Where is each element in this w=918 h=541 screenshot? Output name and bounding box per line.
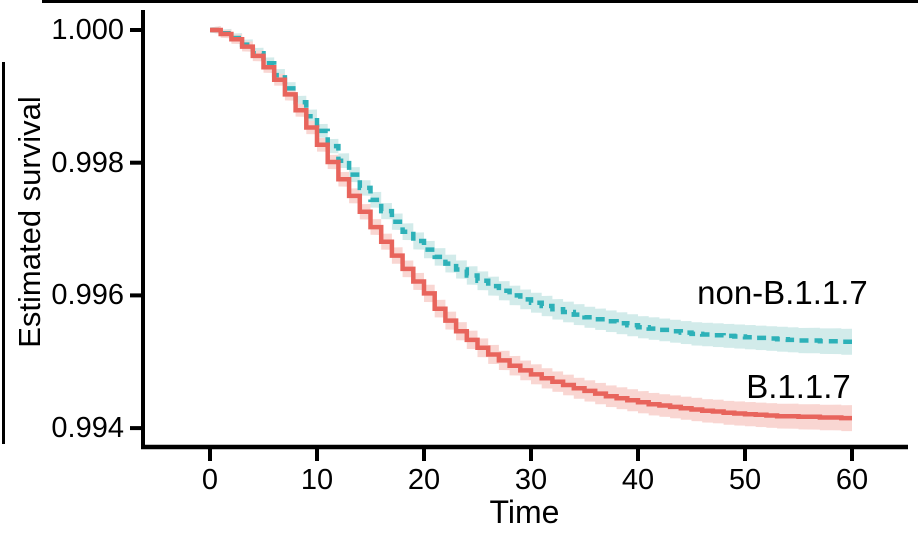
survival-curve-b117 [210,27,852,421]
x-tick-label: 0 [201,464,219,496]
y-tick-label: 1.000 [51,14,124,46]
x-tick-label: 20 [407,464,441,496]
series-label-b117: B.1.1.7 [746,367,851,405]
x-axis-title: Time [489,494,560,530]
series-label-non-b117: non-B.1.1.7 [697,273,868,311]
y-tick-label: 0.996 [51,279,124,312]
y-axis-title: Estimated survival [12,96,47,348]
x-tick-label: 30 [514,464,548,496]
y-tick-label: 0.994 [51,412,124,445]
y-tick-label: 0.998 [51,146,124,179]
ci-band-non-b117 [210,26,852,355]
x-tick-label: 10 [300,464,334,496]
figure-border-left [2,62,5,444]
survival-curve-non-b117 [210,27,852,345]
x-tick-label: 60 [835,464,869,496]
figure-border-top [42,0,918,3]
x-tick-label: 50 [728,464,762,496]
x-tick-label: 40 [621,464,655,496]
